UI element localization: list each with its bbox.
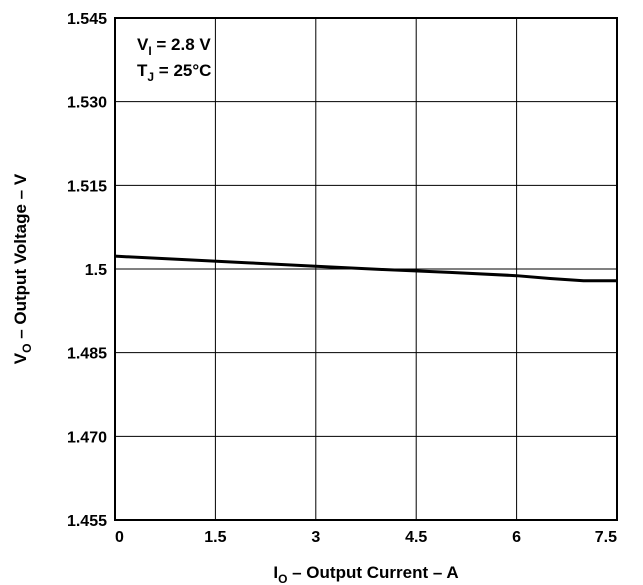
y-axis-label-main: V	[11, 352, 30, 364]
x-axis-label-rest: – Output Current – A	[287, 563, 458, 582]
x-axis-label-main: I	[273, 563, 278, 582]
x-axis-label: IO – Output Current – A	[273, 563, 458, 585]
y-tick-label: 1.485	[67, 346, 107, 363]
annotations: VI = 2.8 V TJ = 25°C	[137, 35, 211, 84]
x-tick-label: 1.5	[204, 529, 226, 546]
condition-label: VI = 2.8 V	[137, 35, 211, 58]
condition-label: TJ = 25°C	[137, 61, 211, 84]
y-tick-label: 1.515	[67, 178, 107, 195]
y-axis-label: VO – Output Voltage – V	[11, 173, 34, 364]
plot-frame	[114, 17, 618, 521]
x-tick-label: 4.5	[405, 529, 427, 546]
tick-labels: 0 1.5 3 4.5 6 7.5 1.455 1.470 1.485 1.5 1.515 1.530…	[67, 11, 617, 546]
x-tick-label: 0	[115, 529, 124, 546]
y-axis-label-rest: – Output Voltage – V	[11, 173, 30, 343]
series-layer	[114, 254, 617, 283]
y-axis-label-sub: O	[20, 344, 34, 353]
x-tick-label: 3	[311, 529, 320, 546]
x-axis-label-sub: O	[278, 572, 287, 585]
grid	[115, 18, 617, 520]
series-line	[114, 254, 617, 283]
y-tick-label: 1.455	[67, 513, 107, 530]
x-tick-label: 7.5	[595, 529, 617, 546]
x-tick-label: 6	[512, 529, 521, 546]
y-tick-label: 1.470	[67, 429, 107, 446]
y-tick-label: 1.545	[67, 11, 107, 28]
y-tick-label: 1.530	[67, 95, 107, 112]
y-tick-label: 1.5	[85, 262, 107, 279]
